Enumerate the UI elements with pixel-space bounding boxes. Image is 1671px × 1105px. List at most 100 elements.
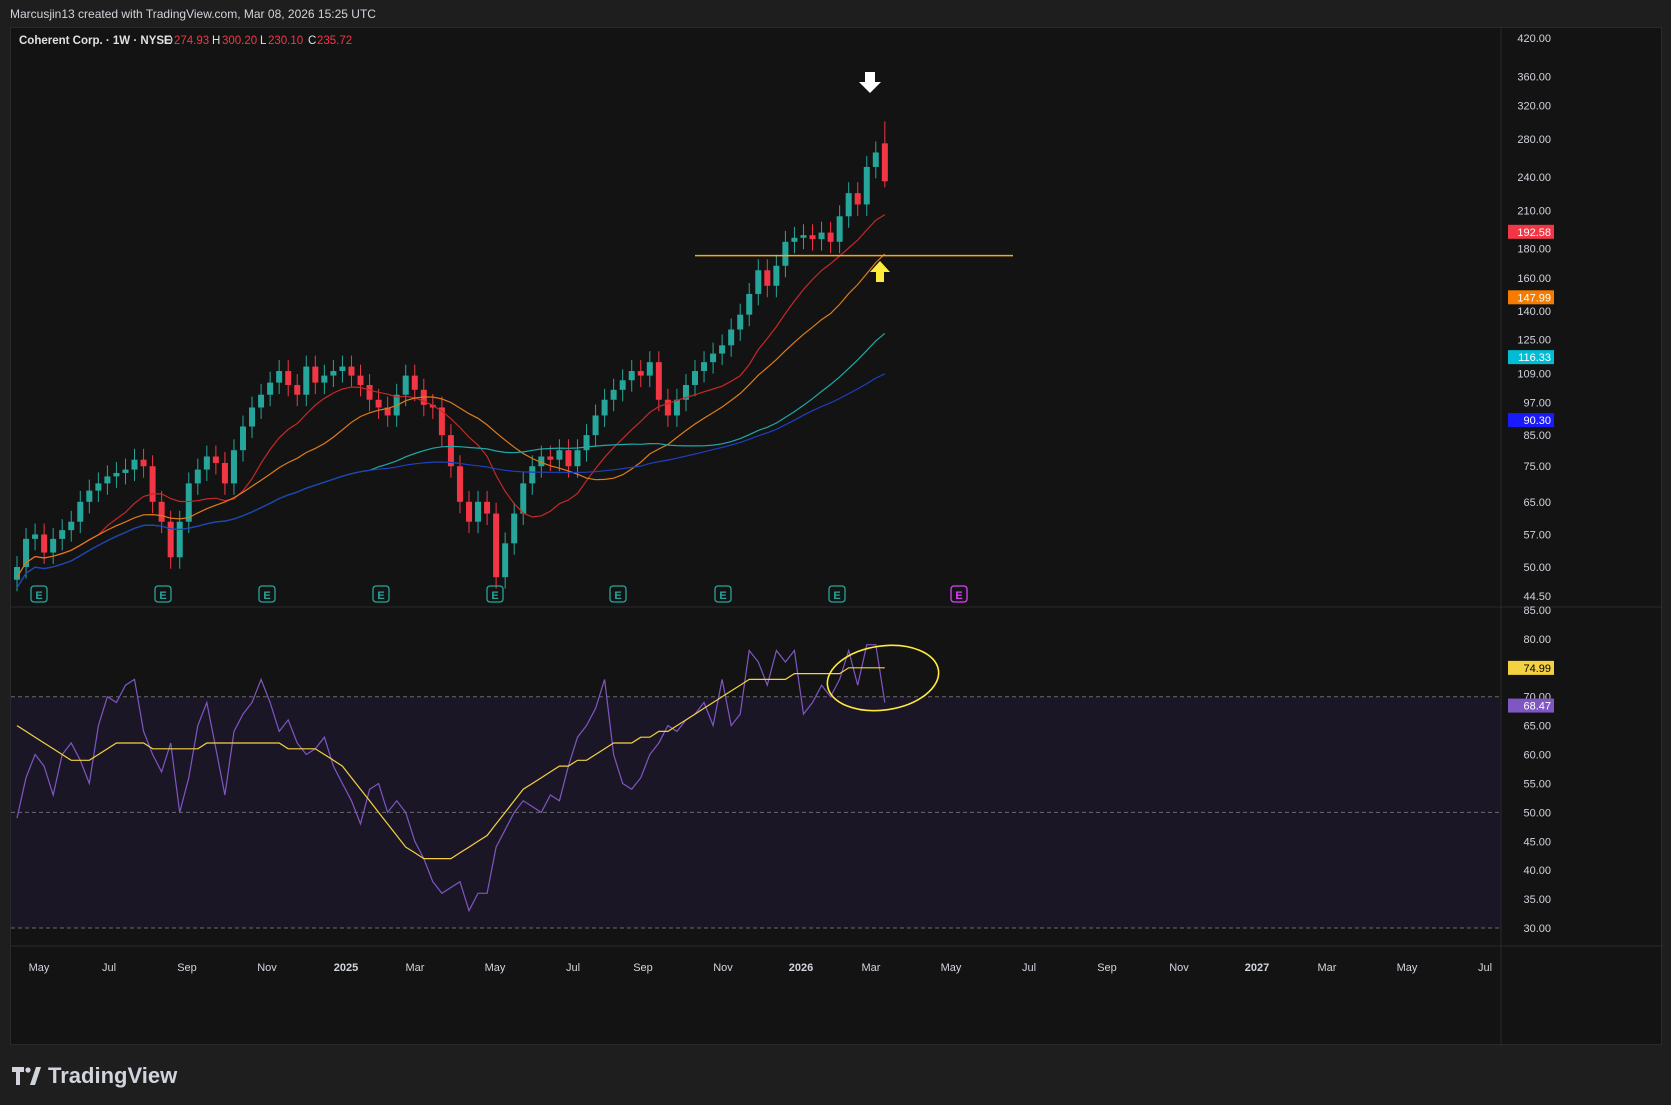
candle-body xyxy=(755,270,762,294)
rsi-value-tag xyxy=(1508,660,1554,675)
price-tick-label: 50.00 xyxy=(1523,562,1551,574)
attribution-text: Marcusjin13 created with TradingView.com… xyxy=(10,7,376,21)
candle-body xyxy=(682,384,689,400)
rsi-tick-label: 65.00 xyxy=(1523,721,1551,733)
candle-body xyxy=(176,521,183,558)
time-axis-label: Mar xyxy=(862,962,881,974)
earnings-marker-icon xyxy=(486,585,504,603)
candle-body xyxy=(863,166,870,205)
candle-body xyxy=(601,399,608,416)
candle-body xyxy=(240,426,246,451)
price-tick-label: 44.50 xyxy=(1523,591,1551,603)
rsi-tick-label: 40.00 xyxy=(1523,865,1551,877)
earnings-marker-icon xyxy=(828,585,846,603)
candle-body xyxy=(285,371,292,385)
ma-line-4 xyxy=(16,373,886,589)
price-tick-label: 85.00 xyxy=(1523,430,1551,442)
low-value: 230.10 xyxy=(268,35,303,47)
rsi-tick-label: 30.00 xyxy=(1523,923,1551,935)
candle-body xyxy=(140,459,147,467)
candle-body xyxy=(267,382,274,395)
ma-value-tag-label: 116.33 xyxy=(1518,352,1551,364)
candle-body xyxy=(511,513,518,544)
candle-body xyxy=(447,435,454,467)
candle-body xyxy=(32,534,39,539)
candle-body xyxy=(782,241,789,266)
up-arrow-icon xyxy=(870,261,890,282)
price-tick-label: 57.00 xyxy=(1523,529,1551,541)
candle-body xyxy=(438,407,445,436)
price-tick-label: 109.00 xyxy=(1517,368,1551,380)
time-axis-label: Mar xyxy=(406,962,425,974)
candle-body xyxy=(122,469,129,473)
low-label: L xyxy=(260,35,267,47)
candle-body xyxy=(529,466,536,484)
price-tick-label: 65.00 xyxy=(1523,497,1551,509)
ma-line-1 xyxy=(16,214,886,578)
candle-body xyxy=(493,513,500,578)
candle-body xyxy=(330,371,337,376)
earnings-marker-icon xyxy=(714,585,732,603)
chart-frame[interactable]: E E E E E E E E E 420.00 360.00 320.00 280.00 240.00… xyxy=(10,27,1663,1046)
earnings-marker-label: E xyxy=(377,590,384,602)
rsi-pane xyxy=(11,644,1501,929)
ma-value-tag xyxy=(1508,290,1554,305)
time-axis-label: Sep xyxy=(1097,962,1117,974)
earnings-marker-label: E xyxy=(35,590,42,602)
candle-body xyxy=(565,450,572,467)
time-axis-label: May xyxy=(29,962,50,974)
candle-body xyxy=(312,366,319,383)
close-value: 235.72 xyxy=(317,35,352,47)
earnings-marker-label: E xyxy=(833,590,840,602)
time-axis-label: Mar xyxy=(1318,962,1337,974)
high-value: 300.20 xyxy=(222,35,257,47)
candle-body xyxy=(294,384,301,395)
price-tick-label: 125.00 xyxy=(1517,334,1551,346)
candle-body xyxy=(484,501,491,514)
time-axis-label: Nov xyxy=(713,962,733,974)
candle-body xyxy=(574,450,581,467)
candle-body xyxy=(881,143,888,182)
ohlc-readout: O 274.93 H 300.20 L 230.10 C 235.72 xyxy=(164,35,352,47)
candle-body xyxy=(466,501,472,522)
chart-canvas[interactable]: E E E E E E E E E 420.00 360.00 320.00 280.00 240.00… xyxy=(11,28,1663,1046)
candle-body xyxy=(701,362,708,372)
price-tick-label: 320.00 xyxy=(1517,101,1551,113)
candle-body xyxy=(50,538,57,553)
time-axis-label: Sep xyxy=(177,962,197,974)
candle-body xyxy=(77,501,84,522)
open-label: O xyxy=(164,35,173,47)
rsi-value-tag xyxy=(1508,698,1554,713)
price-tick-label: 360.00 xyxy=(1517,71,1551,83)
time-axis-label: Nov xyxy=(257,962,277,974)
earnings-marker-label: E xyxy=(159,590,166,602)
candle-body xyxy=(41,534,48,553)
candle-body xyxy=(637,371,644,376)
time-axis-label: May xyxy=(1397,962,1418,974)
candle-body xyxy=(872,152,879,167)
candle-body xyxy=(357,375,364,385)
earnings-marker-icon xyxy=(372,585,390,603)
ma-value-tag xyxy=(1508,350,1554,365)
candle-body xyxy=(692,371,698,385)
candle-body xyxy=(411,375,418,390)
price-tick-label: 420.00 xyxy=(1517,33,1551,45)
price-tick-label: 75.00 xyxy=(1523,461,1551,473)
candle-body xyxy=(221,462,228,484)
candle-body xyxy=(719,345,726,354)
earnings-marker-icon xyxy=(30,585,48,603)
candle-body xyxy=(773,265,780,286)
rsi-tick-label: 45.00 xyxy=(1523,836,1551,848)
candle-body xyxy=(520,483,527,514)
tradingview-logo[interactable]: TradingView xyxy=(12,1063,177,1089)
candle-body xyxy=(366,384,373,400)
candle-body xyxy=(538,456,545,467)
candle-body xyxy=(384,407,391,416)
brand-name: TradingView xyxy=(48,1063,178,1088)
price-tick-label: 140.00 xyxy=(1517,306,1551,318)
price-tick-label: 160.00 xyxy=(1517,273,1551,285)
candle-body xyxy=(375,399,382,408)
time-axis-label: Nov xyxy=(1169,962,1189,974)
tradingview-logo-icon xyxy=(12,1067,41,1085)
candle-body xyxy=(348,366,355,376)
